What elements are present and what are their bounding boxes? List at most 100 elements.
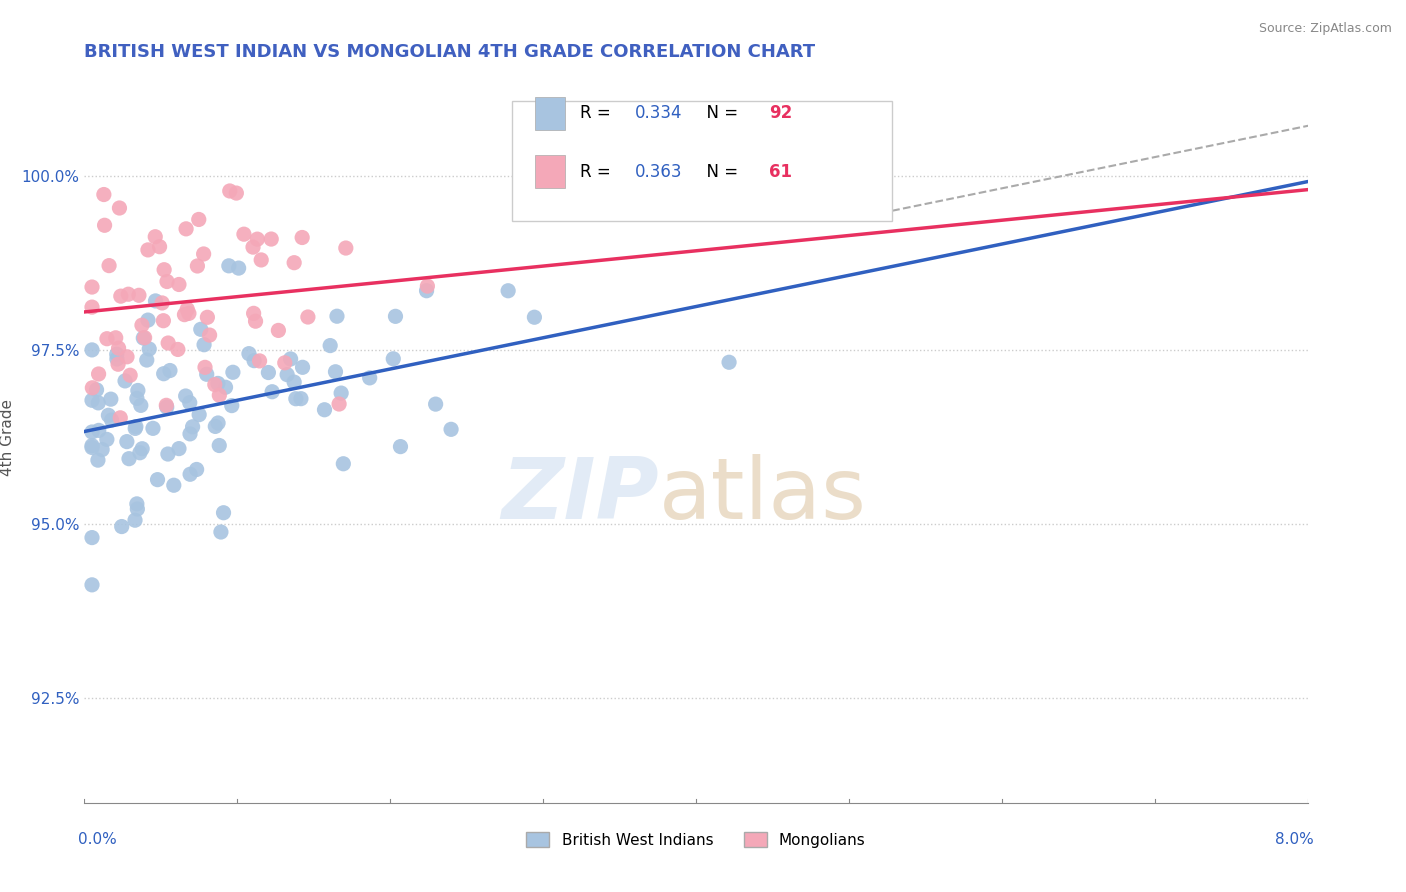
Point bbox=[267, 323, 290, 337]
Point bbox=[209, 524, 232, 539]
Point bbox=[128, 446, 150, 460]
Point bbox=[330, 386, 353, 401]
Point bbox=[232, 227, 254, 242]
Text: atlas: atlas bbox=[659, 454, 868, 537]
FancyBboxPatch shape bbox=[534, 155, 565, 188]
Point bbox=[108, 201, 131, 215]
Point bbox=[186, 462, 208, 476]
FancyBboxPatch shape bbox=[534, 97, 565, 130]
Text: N =: N = bbox=[696, 104, 744, 122]
Point bbox=[82, 381, 104, 395]
Point bbox=[382, 351, 405, 366]
Point bbox=[156, 400, 179, 414]
Point bbox=[314, 402, 336, 417]
Legend: British West Indians, Mongolians: British West Indians, Mongolians bbox=[520, 825, 872, 854]
Point bbox=[174, 389, 197, 403]
Point bbox=[440, 422, 463, 436]
Point bbox=[105, 351, 128, 366]
Point bbox=[159, 363, 181, 377]
Point bbox=[246, 232, 269, 246]
Text: 0.334: 0.334 bbox=[636, 104, 682, 122]
FancyBboxPatch shape bbox=[513, 101, 891, 221]
Text: N =: N = bbox=[696, 162, 744, 180]
Point bbox=[118, 451, 141, 466]
Point bbox=[194, 360, 217, 375]
Point bbox=[179, 426, 201, 441]
Text: ZIP: ZIP bbox=[502, 454, 659, 537]
Point bbox=[415, 284, 437, 298]
Text: BRITISH WEST INDIAN VS MONGOLIAN 4TH GRADE CORRELATION CHART: BRITISH WEST INDIAN VS MONGOLIAN 4TH GRA… bbox=[84, 44, 815, 62]
Point bbox=[212, 506, 235, 520]
Point bbox=[80, 280, 103, 294]
Point bbox=[157, 336, 180, 351]
Point bbox=[204, 377, 226, 392]
Point bbox=[91, 442, 114, 457]
Point bbox=[163, 478, 186, 492]
Point bbox=[127, 384, 149, 398]
Point bbox=[718, 355, 741, 369]
Point bbox=[384, 310, 406, 324]
Point bbox=[262, 384, 284, 399]
Point bbox=[145, 293, 167, 308]
Point bbox=[110, 289, 132, 303]
Point bbox=[207, 416, 229, 430]
Point bbox=[86, 383, 108, 397]
Point bbox=[187, 212, 209, 227]
Text: 0.363: 0.363 bbox=[636, 162, 682, 180]
Point bbox=[181, 419, 204, 434]
Point bbox=[132, 331, 155, 345]
Point bbox=[167, 442, 190, 456]
Point bbox=[179, 467, 201, 482]
Point bbox=[174, 222, 197, 236]
Point bbox=[260, 232, 283, 246]
Point bbox=[125, 419, 148, 434]
Point bbox=[425, 397, 447, 411]
Point bbox=[283, 375, 305, 389]
Point bbox=[221, 399, 243, 413]
Point bbox=[97, 409, 120, 423]
Point bbox=[114, 374, 136, 388]
Point bbox=[93, 187, 115, 202]
Point bbox=[359, 371, 381, 385]
Point bbox=[166, 343, 188, 357]
Point bbox=[214, 380, 236, 394]
Point bbox=[207, 376, 229, 391]
Point bbox=[173, 308, 195, 322]
Point bbox=[193, 247, 215, 261]
Point bbox=[249, 354, 271, 368]
Point bbox=[153, 262, 176, 277]
Point bbox=[250, 252, 273, 267]
Point bbox=[319, 338, 342, 352]
Point bbox=[186, 259, 208, 273]
Point bbox=[142, 421, 165, 435]
Point bbox=[222, 365, 245, 379]
Point bbox=[100, 413, 122, 427]
Point bbox=[326, 310, 349, 324]
Point bbox=[225, 186, 247, 200]
Point bbox=[110, 410, 132, 425]
Point bbox=[131, 318, 153, 333]
Point bbox=[245, 314, 267, 328]
Point bbox=[290, 392, 312, 406]
Point bbox=[291, 230, 314, 244]
Point bbox=[125, 392, 148, 406]
Point bbox=[107, 341, 129, 355]
Point bbox=[115, 434, 138, 449]
Point bbox=[104, 331, 127, 345]
Point bbox=[80, 441, 103, 455]
Point bbox=[496, 284, 519, 298]
Point bbox=[117, 287, 139, 301]
Point bbox=[218, 259, 240, 273]
Point bbox=[100, 392, 122, 406]
Point bbox=[208, 438, 231, 452]
Point bbox=[167, 277, 190, 292]
Text: R =: R = bbox=[579, 162, 616, 180]
Point bbox=[124, 513, 146, 527]
Point bbox=[80, 439, 103, 453]
Point bbox=[155, 398, 177, 412]
Point bbox=[120, 368, 142, 383]
Point bbox=[284, 392, 307, 406]
Point bbox=[105, 347, 128, 361]
Point bbox=[325, 365, 347, 379]
Point bbox=[242, 306, 264, 320]
